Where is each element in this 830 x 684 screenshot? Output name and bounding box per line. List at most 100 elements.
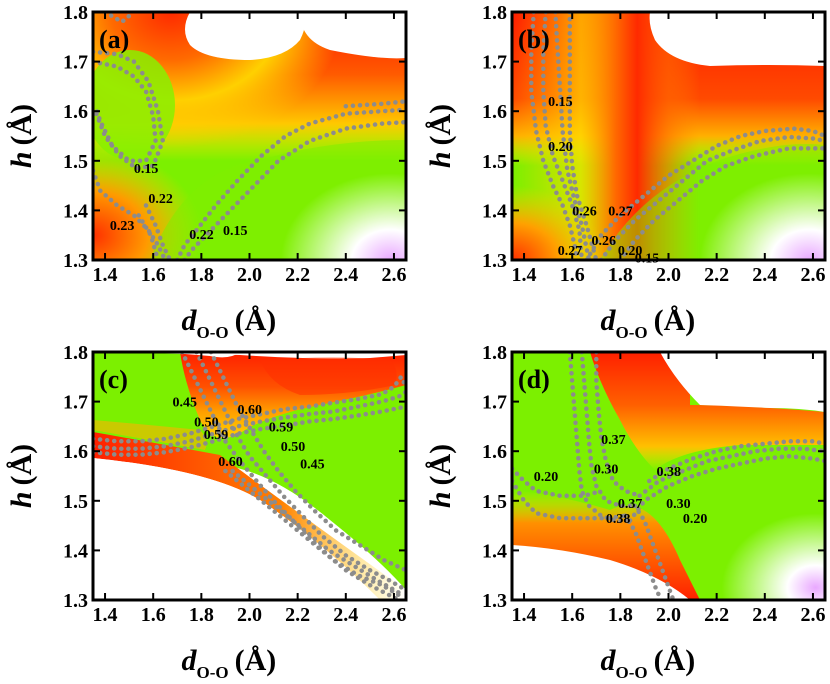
- contour-label: 0.30: [594, 463, 619, 478]
- panel-d-contours: [512, 352, 825, 600]
- x-tick-label: 2.2: [704, 604, 729, 626]
- y-tick-label: 1.5: [482, 151, 507, 173]
- panel-c-heatmap: [93, 352, 406, 600]
- x-tick-label: 1.4: [512, 264, 537, 286]
- y-tick-label: 1.4: [482, 200, 507, 222]
- contour-label: 0.27: [608, 204, 633, 219]
- contour-label: 0.26: [572, 204, 597, 219]
- x-tick-label: 1.6: [560, 264, 585, 286]
- contour-line: [512, 478, 628, 521]
- x-tick-label: 2.4: [333, 264, 358, 286]
- contour-line: [627, 453, 825, 523]
- x-tick-label: 2.4: [752, 264, 777, 286]
- x-tick-label: 2.6: [800, 264, 825, 286]
- x-tick-label: 1.8: [189, 604, 214, 626]
- y-tick-label: 1.8: [482, 342, 507, 364]
- contour-label: 0.59: [269, 420, 294, 435]
- contour-label: 0.45: [300, 458, 325, 473]
- contour-line: [93, 404, 406, 457]
- contour-line: [194, 352, 406, 593]
- contour-line: [143, 203, 173, 260]
- contour-label: 0.38: [606, 512, 631, 527]
- contour-line: [102, 12, 137, 25]
- x-tick-label: 1.4: [512, 604, 537, 626]
- y-axis-label: h(Å): [5, 104, 38, 168]
- panel-a-overlay: 0.15 0.22 0.23 0.22 0.15 1.4 1.6 1.8 2.0 2.2 2.4 2.…: [5, 2, 408, 342]
- panel-b-heatmap: [512, 12, 825, 260]
- y-axis-label: h(Å): [5, 444, 38, 508]
- x-tick-label: 2.4: [333, 604, 358, 626]
- contour-line: [512, 466, 604, 499]
- panel-label: (d): [518, 365, 550, 394]
- y-axis-label: h(Å): [424, 444, 457, 508]
- y-tick-label: 1.5: [63, 491, 88, 513]
- y-tick-label: 1.8: [63, 2, 88, 24]
- y-tick-label: 1.4: [482, 540, 507, 562]
- x-tick-label: 2.0: [237, 604, 262, 626]
- contour-label: 0.22: [189, 228, 214, 243]
- x-tick-label: 1.8: [189, 264, 214, 286]
- contour-label: 0.38: [657, 465, 682, 480]
- contour-line: [93, 59, 158, 164]
- contour-line: [622, 513, 664, 600]
- y-tick-label: 1.4: [63, 540, 88, 562]
- contour-line: [618, 146, 825, 260]
- x-axis-label: dO-O (Å): [601, 304, 696, 342]
- contour-line: [93, 372, 406, 444]
- contour-label: 0.15: [134, 162, 159, 177]
- x-tick-label: 2.6: [381, 264, 406, 286]
- contour-label: 0.59: [204, 428, 229, 443]
- contour-label: 0.37: [601, 433, 626, 448]
- contour-line: [175, 107, 406, 260]
- contour-label: 0.15: [223, 224, 248, 239]
- y-tick-label: 1.8: [63, 342, 88, 364]
- y-tick-label: 1.5: [482, 491, 507, 513]
- x-tick-label: 2.2: [704, 264, 729, 286]
- contour-line: [594, 352, 642, 499]
- contour-label: 0.15: [548, 95, 573, 110]
- contour-label: 0.30: [666, 497, 691, 512]
- contour-line: [579, 352, 638, 509]
- y-tick-label: 1.3: [482, 590, 507, 612]
- contour-line: [93, 389, 406, 451]
- panel-b-overlay: 0.150.200.26 0.270.260.27 0.200.151.4 1.6 1.…: [424, 2, 827, 342]
- contour-label: 0.22: [148, 192, 173, 207]
- panel-a-heatmap: [93, 12, 406, 260]
- x-tick-label: 2.2: [285, 264, 310, 286]
- y-tick-label: 1.8: [482, 2, 507, 24]
- contour-line: [598, 134, 825, 260]
- y-tick-label: 1.6: [482, 441, 507, 463]
- x-tick-label: 1.6: [560, 604, 585, 626]
- panel-c-contours: [93, 352, 406, 600]
- x-axis-label: dO-O (Å): [601, 644, 696, 682]
- contour-line: [93, 168, 168, 260]
- contour-label: 0.23: [110, 219, 134, 234]
- contour-label: 0.60: [238, 403, 263, 418]
- y-tick-label: 1.3: [63, 250, 88, 272]
- panel-c-overlay: 0.450.500.590.600.600.590.500.451.4 1.6 1.…: [5, 342, 408, 682]
- contour-line: [93, 49, 166, 171]
- contour-line: [230, 468, 402, 595]
- contour-label: 0.50: [194, 415, 219, 430]
- contour-line: [632, 503, 676, 600]
- y-tick-label: 1.7: [482, 392, 507, 414]
- y-tick-label: 1.3: [482, 250, 507, 272]
- panel-label: (b): [518, 25, 550, 54]
- contour-label: 0.45: [173, 396, 198, 411]
- contour-line: [529, 12, 580, 260]
- contour-line: [136, 213, 161, 260]
- x-tick-label: 1.6: [141, 604, 166, 626]
- contour-label: 0.20: [683, 512, 708, 527]
- x-tick-label: 2.2: [285, 604, 310, 626]
- contour-line: [541, 12, 585, 260]
- contour-label: 0.26: [592, 234, 617, 249]
- x-tick-label: 2.0: [656, 264, 681, 286]
- x-tick-label: 1.6: [141, 264, 166, 286]
- x-tick-label: 1.4: [93, 264, 118, 286]
- y-axis-label: h(Å): [424, 104, 457, 168]
- x-tick-label: 2.6: [381, 604, 406, 626]
- x-tick-label: 1.8: [608, 604, 633, 626]
- y-tick-label: 1.4: [63, 200, 88, 222]
- x-tick-label: 1.8: [608, 264, 633, 286]
- contour-line: [208, 352, 406, 573]
